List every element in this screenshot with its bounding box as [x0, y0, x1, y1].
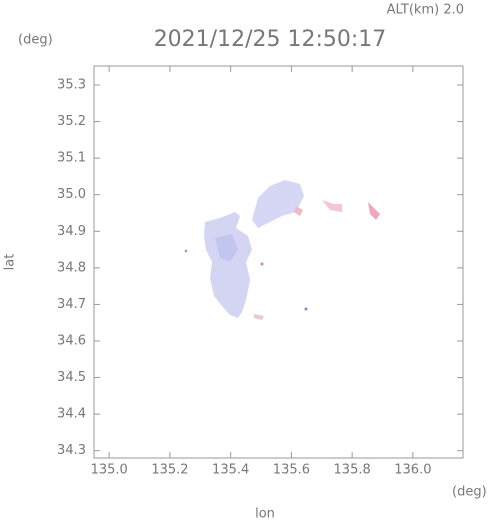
y-tick-label: 34.5: [57, 370, 86, 385]
echo-blob: [215, 234, 238, 262]
echo-spot: [304, 307, 308, 311]
y-axis-label: lat: [3, 254, 18, 271]
y-tick-label: 35.3: [57, 78, 86, 93]
y-tick-label: 35.2: [57, 114, 86, 129]
echo-spot: [322, 200, 342, 212]
echo-spot: [254, 314, 264, 320]
x-tick-label: 135.4: [212, 463, 249, 478]
y-unit: (deg): [18, 33, 53, 48]
x-tick-label: 135.8: [334, 463, 371, 478]
echo-spot: [368, 202, 380, 220]
x-unit: (deg): [452, 485, 487, 500]
chart-title: 2021/12/25 12:50:17: [154, 27, 387, 52]
y-tick-label: 35.0: [57, 187, 86, 202]
echo-spot: [260, 262, 264, 266]
y-tick-label: 34.3: [57, 443, 86, 458]
altitude-label: ALT(km) 2.0: [387, 3, 464, 18]
x-tick-label: 135.6: [273, 463, 310, 478]
x-tick-label: 135.0: [91, 463, 128, 478]
echo-area: [184, 180, 380, 320]
y-tick-label: 35.1: [57, 151, 86, 166]
y-tick-label: 34.4: [57, 407, 86, 422]
y-tick-label: 34.8: [57, 260, 86, 275]
x-tick-label: 135.2: [151, 463, 188, 478]
x-axis-label: lon: [255, 507, 275, 521]
x-tick-label: 136.0: [394, 463, 431, 478]
y-tick-label: 34.6: [57, 333, 86, 348]
echo-spot: [184, 249, 188, 253]
echo-spot: [294, 206, 303, 216]
plot-frame: [93, 65, 464, 459]
echo-blob: [252, 180, 304, 228]
y-tick-label: 34.9: [57, 224, 86, 239]
echo-blob: [204, 212, 252, 318]
y-tick-label: 34.7: [57, 297, 86, 312]
